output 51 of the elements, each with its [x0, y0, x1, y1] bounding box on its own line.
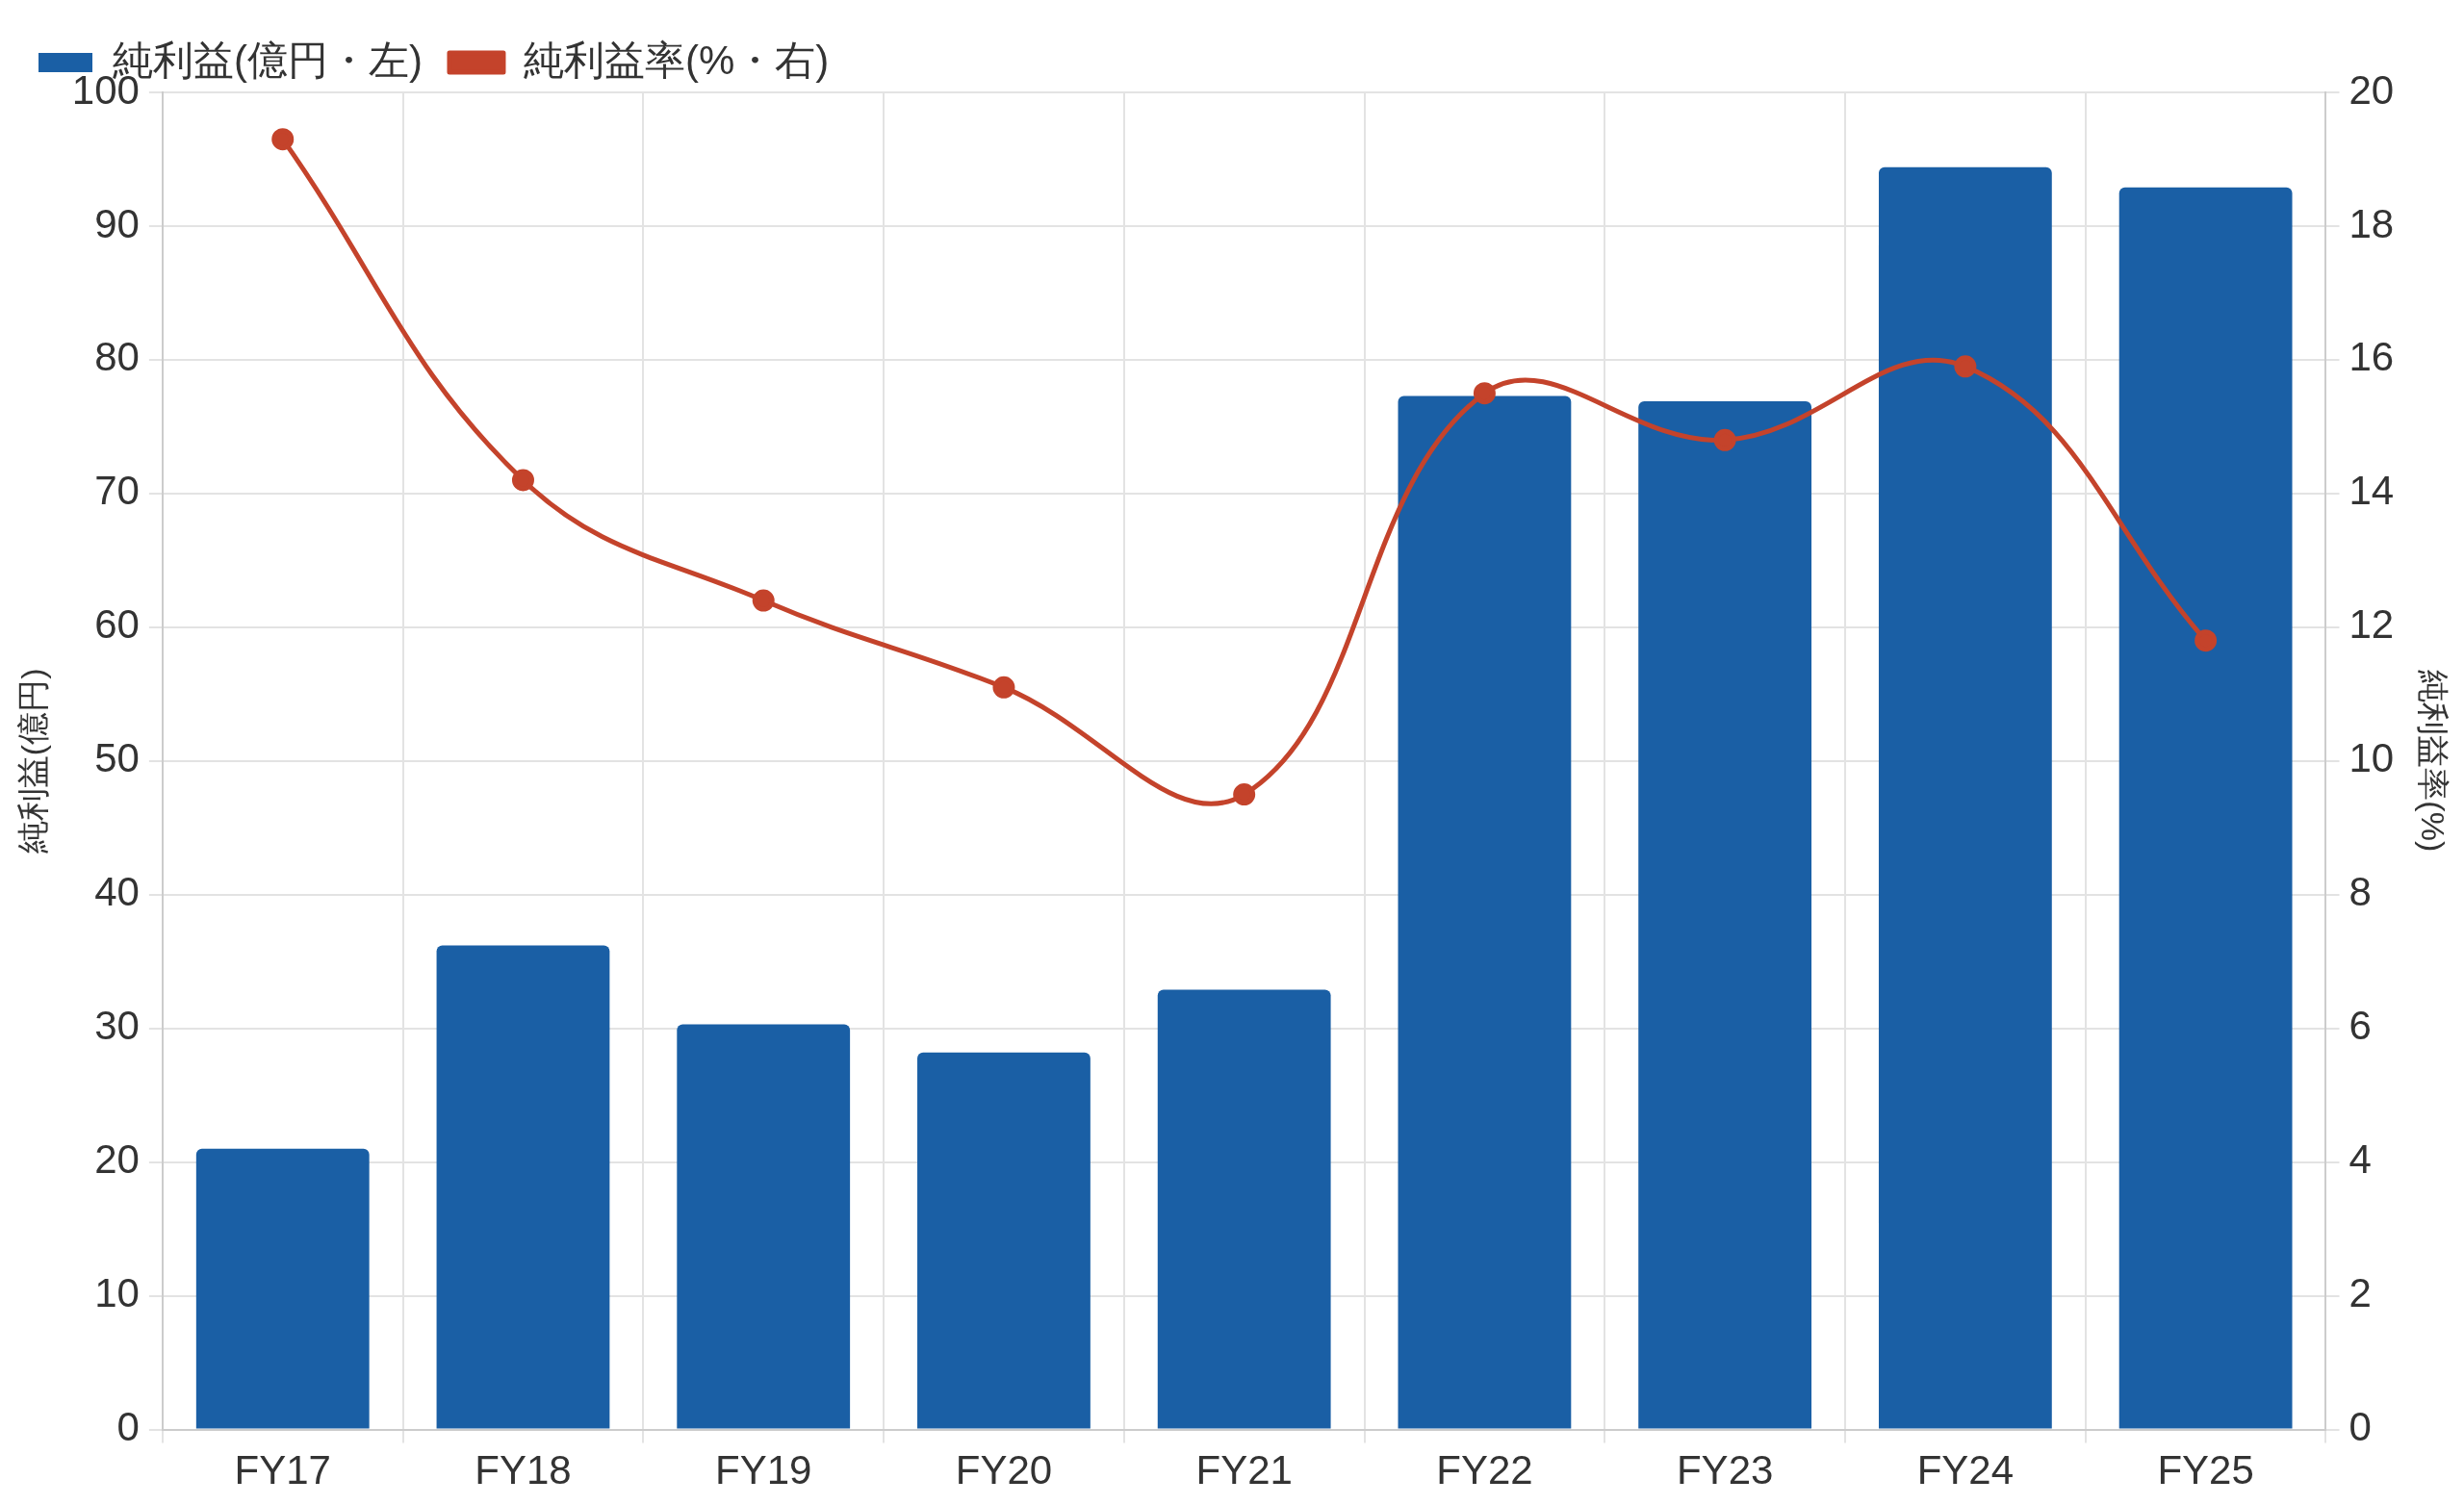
- y2-tick-label: 2: [2348, 1270, 2372, 1316]
- point: [1713, 428, 1736, 451]
- legend-label: 純利益率(%・右): [523, 37, 830, 83]
- bar: [1398, 395, 1572, 1429]
- y-tick-label: 20: [94, 1136, 140, 1183]
- point: [271, 128, 295, 151]
- y-tick-label: 70: [94, 468, 140, 514]
- y2-tick-label: 12: [2348, 601, 2395, 648]
- bar: [1878, 166, 2052, 1429]
- bar: [436, 945, 610, 1429]
- y-tick-label: 90: [94, 200, 140, 246]
- bar: [1638, 401, 1812, 1429]
- y-tick-label: 60: [94, 601, 140, 648]
- y2-tick-label: 10: [2348, 735, 2395, 781]
- x-tick-label: FY25: [2157, 1447, 2254, 1493]
- bar: [195, 1148, 370, 1429]
- x-tick-label: FY23: [1676, 1447, 1774, 1493]
- y-tick-label: 40: [94, 869, 140, 915]
- bar: [677, 1024, 851, 1429]
- y2-tick-label: 14: [2348, 468, 2395, 514]
- point: [511, 469, 534, 492]
- x-tick-label: FY20: [955, 1447, 1053, 1493]
- y-tick-label: 80: [94, 334, 140, 380]
- bar: [1157, 989, 1331, 1429]
- bar: [2118, 187, 2293, 1429]
- y-tick-label: 50: [94, 735, 140, 781]
- y2-axis-title: 純利益率(%): [2415, 670, 2452, 853]
- x-tick-label: FY19: [715, 1447, 812, 1493]
- y-tick-label: 30: [94, 1003, 140, 1049]
- point: [992, 676, 1015, 699]
- point: [1954, 355, 1977, 378]
- y2-tick-label: 18: [2348, 200, 2395, 246]
- y-tick-label: 10: [94, 1270, 140, 1316]
- y-axis-title: 純利益(億円): [13, 668, 51, 855]
- y-tick-label: 0: [116, 1404, 140, 1450]
- point: [2194, 629, 2218, 652]
- point: [752, 589, 775, 612]
- point: [1233, 783, 1256, 806]
- y2-tick-label: 4: [2348, 1136, 2372, 1183]
- y2-tick-label: 8: [2348, 869, 2372, 915]
- x-tick-label: FY17: [234, 1447, 331, 1493]
- y2-tick-label: 20: [2348, 66, 2395, 113]
- point: [1473, 382, 1496, 405]
- x-tick-label: FY24: [1916, 1447, 2015, 1493]
- y2-tick-label: 6: [2348, 1003, 2372, 1049]
- bar: [917, 1052, 1091, 1429]
- x-tick-label: FY22: [1436, 1447, 1533, 1493]
- x-tick-label: FY21: [1195, 1447, 1293, 1493]
- y2-tick-label: 0: [2348, 1404, 2372, 1450]
- x-tick-label: FY18: [475, 1447, 572, 1493]
- y2-tick-label: 16: [2348, 334, 2395, 380]
